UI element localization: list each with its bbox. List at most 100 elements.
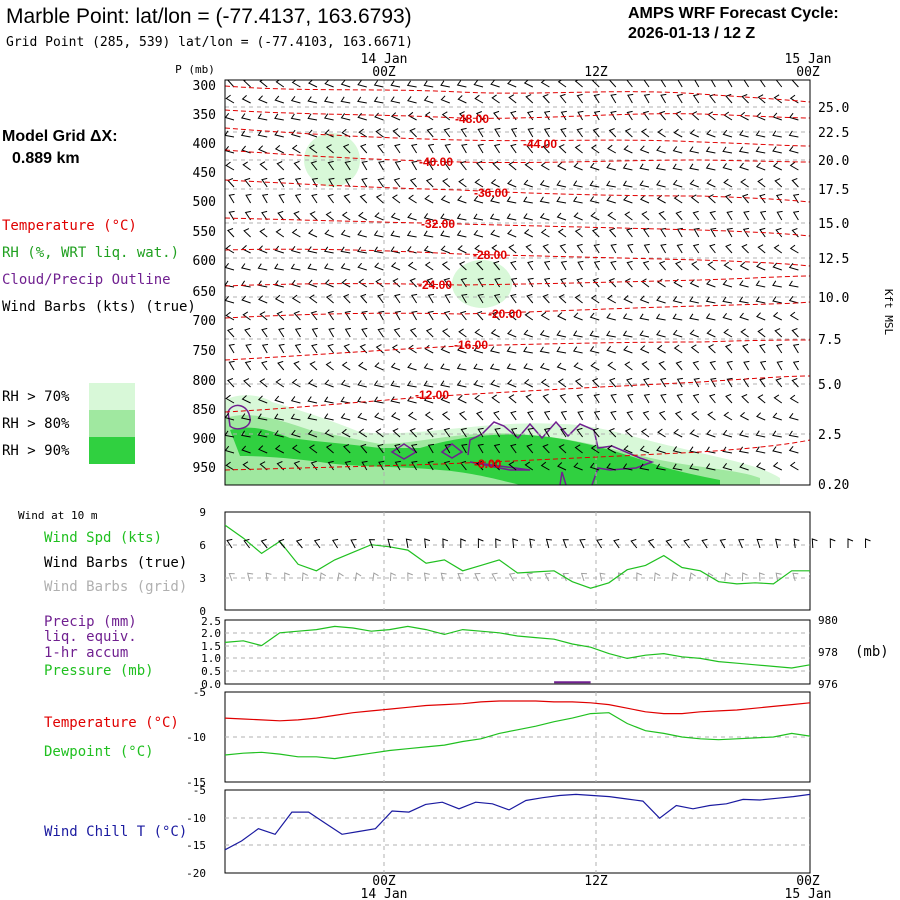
pressure-tick: 300: [193, 79, 216, 94]
wind-barb: [623, 295, 633, 304]
wind-barb: [427, 143, 434, 154]
wind-barb: [477, 427, 484, 438]
wind-barb: [608, 278, 617, 288]
wind-barb: [738, 446, 749, 454]
wind-barb: [726, 210, 733, 221]
height-tick: 15.0: [818, 217, 849, 232]
wind-barb: [308, 229, 318, 238]
wind-barb: [473, 379, 484, 388]
wind-barb: [311, 327, 318, 338]
wind-barb: [540, 161, 550, 171]
wind-barb: [228, 572, 235, 582]
wind-barb: [543, 127, 551, 138]
wind-barb: [507, 80, 517, 88]
wind-barb: [424, 344, 434, 354]
wind-barb: [476, 411, 484, 421]
wind-barb: [689, 279, 700, 288]
wind-barb: [258, 95, 268, 104]
wind-barb: [624, 211, 633, 221]
wind-barb: [387, 538, 394, 549]
wind-barb: [639, 313, 650, 321]
wind-barb: [474, 394, 484, 404]
wind-barb: [572, 180, 583, 188]
wind-barb: [788, 445, 799, 454]
wind-barb: [325, 294, 334, 304]
wind-barb: [722, 296, 733, 304]
wind-barb: [660, 393, 667, 404]
wind-barb: [658, 410, 666, 421]
wind-barb: [357, 396, 367, 404]
precip-panel-frame: [224, 619, 811, 685]
wind-barb: [589, 312, 600, 321]
rh80-label: RH > 80%: [2, 416, 70, 432]
wind-barb: [507, 329, 517, 338]
wind-barb: [692, 360, 700, 371]
wind-barb: [424, 411, 434, 421]
wind-barb: [526, 443, 534, 454]
wind-barb: [775, 193, 783, 204]
wind-barb: [772, 146, 782, 154]
wind-barb: [374, 212, 384, 221]
wind-barb: [390, 396, 401, 404]
wind-barb: [539, 196, 550, 204]
wind-barb: [775, 572, 782, 582]
wind-barb: [423, 213, 434, 221]
chill-panel: -20 -15 -10 -5: [186, 784, 811, 880]
wind-barb: [426, 277, 434, 288]
wind-barb: [622, 163, 633, 171]
wind-barb: [290, 413, 301, 421]
wind-barb: [673, 428, 683, 438]
wind-barb: [440, 363, 450, 371]
wind-barb: [242, 311, 251, 321]
isotherm-line: [225, 375, 810, 413]
wind-barb: [443, 277, 451, 288]
wind-barb: [789, 461, 799, 471]
wind-barb: [507, 379, 517, 388]
wind-barb: [576, 427, 583, 438]
wind-barb: [357, 80, 367, 88]
isotherm-label: -32.00: [421, 217, 455, 231]
wind-barb: [427, 160, 434, 171]
wind-barb: [408, 344, 417, 354]
wind-barb: [672, 329, 683, 338]
wind-barb: [624, 128, 633, 138]
bottom-date-1: 14 Jan: [361, 887, 408, 900]
wind-barb: [759, 343, 766, 354]
wind-barb: [323, 263, 334, 271]
wind-barb: [574, 228, 583, 238]
legend-wind-barbs-true: Wind Barbs (true): [44, 555, 187, 571]
isotherm-label: -36.00: [474, 186, 508, 200]
wind-barb: [258, 295, 268, 304]
wind-barb: [277, 360, 285, 371]
wind-barb: [574, 144, 583, 154]
wind-barb: [710, 377, 717, 388]
wind-barb: [523, 229, 534, 238]
wind-barb: [788, 145, 799, 154]
rh80-swatch: [89, 410, 135, 437]
wind-barb: [792, 572, 799, 582]
pressure-line: [225, 625, 810, 669]
legend-cloud-outline: Cloud/Precip Outline: [2, 272, 171, 288]
wind-barb: [507, 179, 517, 188]
isotherm-line: [225, 439, 810, 471]
wind-barb: [440, 213, 450, 221]
wind-barb: [626, 110, 633, 121]
legend-temp: Temperature (°C): [44, 715, 179, 731]
wind-barb: [510, 127, 518, 138]
wind-barb: [328, 327, 335, 338]
wind-barb: [674, 411, 683, 421]
wind-barb: [411, 460, 418, 471]
wind-barb: [440, 572, 447, 582]
ytick-right: 978: [818, 646, 838, 659]
wind-barb: [593, 93, 600, 104]
wind-barb: [643, 93, 650, 104]
wind-barb: [558, 444, 567, 454]
ytick-right: 976: [818, 678, 838, 691]
pressure-tick: 900: [193, 432, 216, 447]
wind-barb: [257, 413, 268, 421]
wind-barb: [409, 327, 417, 338]
wind-barb: [626, 80, 633, 88]
wind-barb: [660, 93, 667, 104]
wind-barb: [340, 396, 351, 404]
wind-barb: [539, 346, 550, 354]
